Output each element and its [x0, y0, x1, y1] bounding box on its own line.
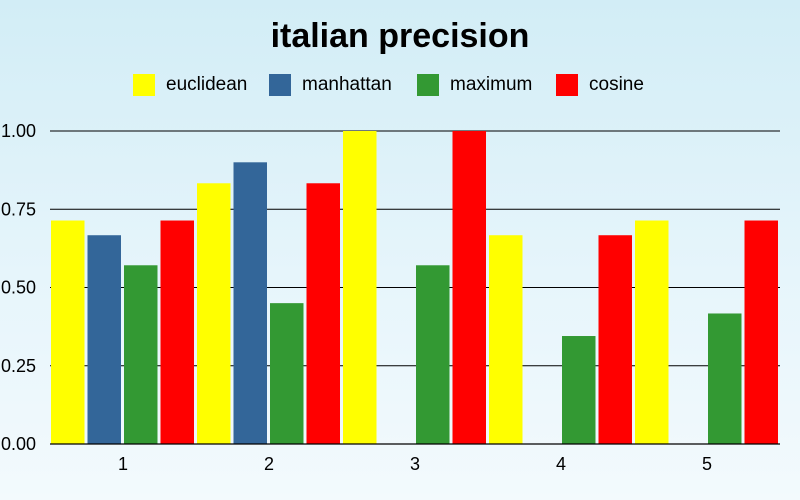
bar-maximum-1	[124, 265, 158, 444]
legend-label-cosine: cosine	[589, 74, 644, 95]
legend-swatch-manhattan	[269, 74, 291, 96]
legend-label-maximum: maximum	[450, 74, 532, 95]
y-tick-label: 0.75	[1, 199, 36, 219]
bar-maximum-5	[708, 313, 742, 444]
legend: euclidean manhattan maximum cosine	[133, 74, 644, 96]
x-tick-label: 4	[556, 454, 566, 474]
legend-swatch-maximum	[417, 74, 439, 96]
bar-cosine-5	[744, 220, 778, 444]
y-tick-label: 1.00	[1, 121, 36, 141]
legend-swatch-cosine	[556, 74, 578, 96]
legend-label-manhattan: manhattan	[302, 74, 392, 95]
bar-euclidean-5	[635, 220, 669, 444]
bar-cosine-1	[160, 220, 194, 444]
bar-maximum-3	[416, 265, 450, 444]
y-tick-label: 0.50	[1, 278, 36, 298]
y-tick-label: 0.25	[1, 356, 36, 376]
axes: 0.00 0.25 0.50 0.75 1.00 1 2 3 4 5	[1, 121, 780, 474]
x-tick-label: 5	[702, 454, 712, 474]
legend-label-euclidean: euclidean	[166, 74, 247, 95]
bar-euclidean-2	[197, 183, 231, 444]
chart-title: italian precision	[271, 17, 530, 55]
bar-manhattan-2	[233, 162, 267, 445]
bar-cosine-2	[306, 183, 340, 444]
x-tick-label: 1	[118, 454, 128, 474]
bar-maximum-2	[270, 303, 304, 444]
bar-maximum-4	[562, 336, 596, 444]
gridlines	[50, 130, 780, 445]
bar-euclidean-1	[51, 220, 85, 444]
y-tick-label: 0.00	[1, 434, 36, 454]
bar-euclidean-4	[489, 235, 523, 444]
bar-manhattan-1	[87, 235, 121, 444]
legend-swatch-euclidean	[133, 74, 155, 96]
bar-euclidean-3	[343, 131, 377, 444]
x-tick-label: 2	[264, 454, 274, 474]
bar-cosine-3	[452, 131, 486, 444]
bar-cosine-4	[598, 235, 632, 444]
bars	[51, 131, 778, 445]
x-tick-label: 3	[410, 454, 420, 474]
